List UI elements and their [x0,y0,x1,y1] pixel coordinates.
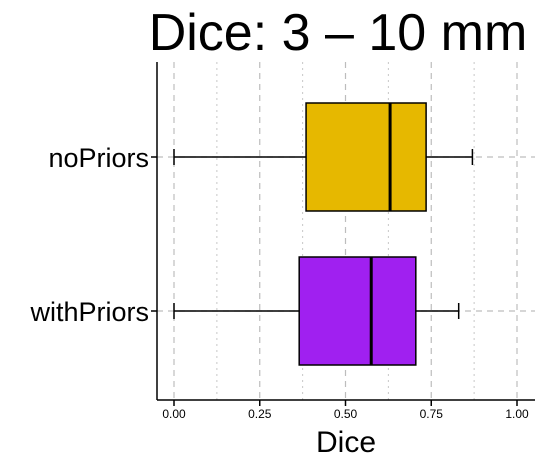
x-axis-label: Dice [316,426,376,459]
chart-title: Dice: 3 – 10 mm [149,4,528,62]
category-label-noPriors: noPriors [48,143,149,173]
x-tick-label-1: 0.25 [248,407,272,421]
x-tick-label-3: 0.75 [420,407,444,421]
iqr-box-noPriors [305,102,427,212]
x-tick-label-2: 0.50 [334,407,358,421]
box-withPriors [173,256,460,366]
category-labels: noPriors withPriors [29,143,157,327]
x-tick-labels: 0.00 0.25 0.50 0.75 1.00 [162,400,529,421]
iqr-box-withPriors [298,256,417,366]
box-noPriors [173,102,474,212]
category-label-withPriors: withPriors [29,297,149,327]
box-layer [173,102,474,366]
x-tick-label-0: 0.00 [162,407,186,421]
x-tick-label-4: 1.00 [505,407,529,421]
